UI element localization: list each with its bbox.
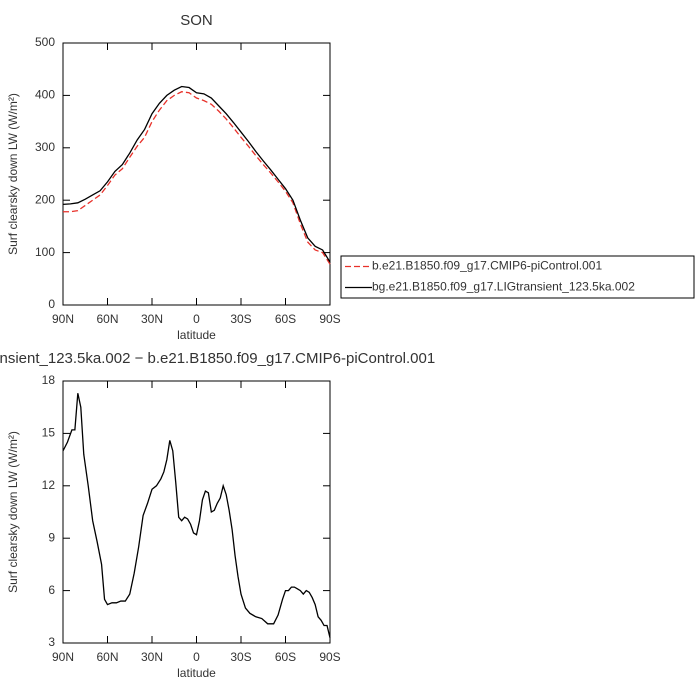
y-tick-label: 0 [48, 297, 55, 311]
series-line [63, 91, 331, 265]
y-tick-label: 18 [42, 373, 56, 387]
legend-box [340, 255, 695, 299]
x-tick-label: 30N [141, 312, 163, 326]
x-tick-label: 30S [230, 650, 251, 664]
y-tick-label: 15 [42, 426, 56, 440]
x-tick-label: 60S [275, 650, 296, 664]
y-tick-label: 6 [48, 583, 55, 597]
x-tick-label: 90N [52, 312, 74, 326]
plot-frame [62, 380, 331, 644]
x-axis-label: latitude [177, 666, 216, 680]
chart-title: SON [180, 12, 213, 29]
plot-frame [62, 42, 331, 306]
legend-label: bg.e21.B1850.f09_g17.LIGtransient_123.5k… [372, 280, 635, 294]
x-tick-label: 90N [52, 650, 74, 664]
x-axis-label: latitude [177, 328, 216, 342]
y-tick-label: 500 [35, 35, 55, 49]
y-axis-label: Surf clearsky down LW (W/m²) [6, 93, 20, 255]
chart-title: LIGtransient_123.5ka.002 − b.e21.B1850.f… [0, 350, 435, 367]
y-tick-label: 9 [48, 530, 55, 544]
data-line [62, 393, 331, 638]
x-tick-label: 0 [193, 650, 200, 664]
y-tick-label: 400 [35, 88, 55, 102]
x-tick-label: 90S [319, 650, 340, 664]
x-tick-label: 60N [96, 312, 118, 326]
x-tick-label: 0 [193, 312, 200, 326]
x-tick-label: 30N [141, 650, 163, 664]
y-tick-label: 300 [35, 140, 55, 154]
x-tick-label: 90S [319, 312, 340, 326]
legend-label: b.e21.B1850.f09_g17.CMIP6-piControl.001 [372, 259, 602, 273]
x-tick-label: 60S [275, 312, 296, 326]
y-tick-label: 200 [35, 192, 55, 206]
y-axis-label: Surf clearsky down LW (W/m²) [6, 431, 20, 593]
series-line [62, 85, 331, 263]
y-tick-label: 3 [48, 635, 55, 649]
y-tick-label: 100 [35, 245, 55, 259]
x-tick-label: 30S [230, 312, 251, 326]
y-tick-label: 12 [42, 478, 56, 492]
x-tick-label: 60N [96, 650, 118, 664]
